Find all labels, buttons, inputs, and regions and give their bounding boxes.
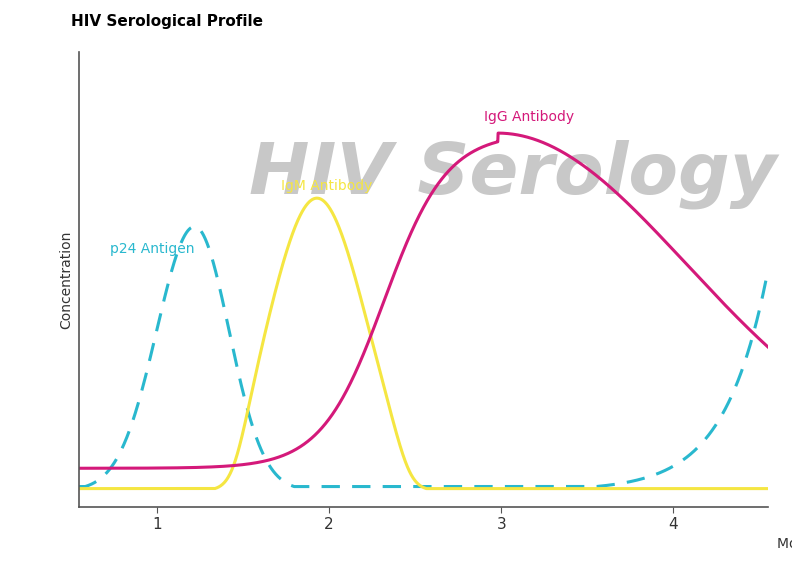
Y-axis label: Concentration: Concentration [59,230,74,328]
Text: p24 Antigen: p24 Antigen [110,242,195,256]
Text: HIV Serological Profile: HIV Serological Profile [71,14,263,29]
Text: HIV Serology: HIV Serology [249,140,777,210]
Text: IgM Antibody: IgM Antibody [280,179,372,193]
Text: IgG Antibody: IgG Antibody [484,110,574,124]
Text: Months Post Infection: Months Post Infection [777,537,792,551]
